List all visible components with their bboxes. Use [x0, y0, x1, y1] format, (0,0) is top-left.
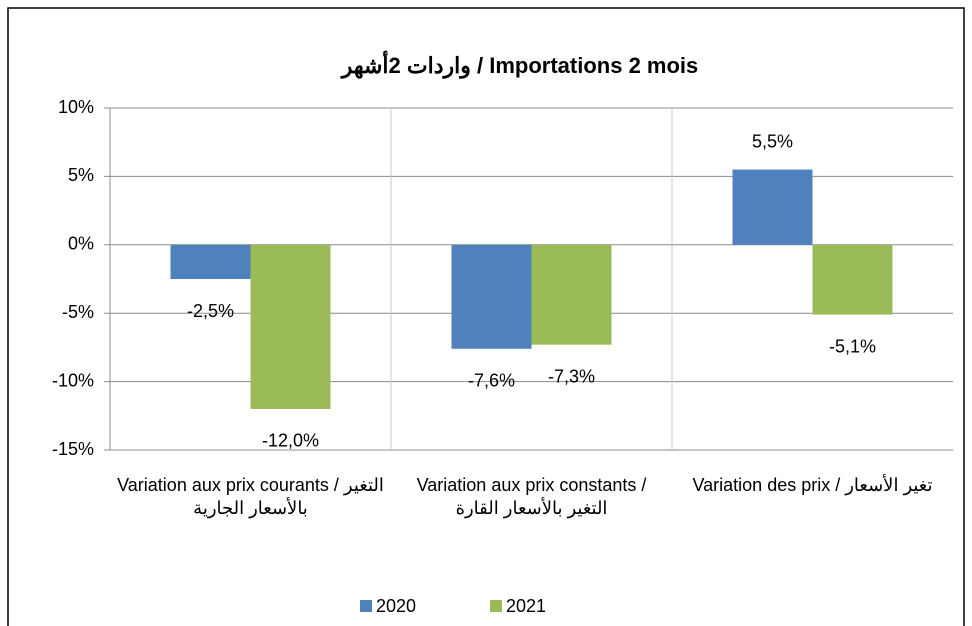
x-tick-label: Variation aux prix courants / التغير بال… [117, 475, 384, 518]
data-label: -7,6% [468, 371, 515, 391]
legend-swatch [360, 600, 372, 612]
bar [250, 244, 331, 409]
chart-title: واردات 2أشهر / Importations 2 mois [340, 50, 699, 79]
bar [732, 169, 813, 245]
y-tick-label: -10% [52, 370, 94, 390]
y-tick-label: 0% [68, 234, 94, 254]
bar [451, 244, 532, 349]
x-tick-label: Variation aux prix constants / التغير با… [416, 475, 647, 518]
y-tick-label: -15% [52, 439, 94, 459]
x-tick-label: Variation des prix / تغير الأسعار [692, 475, 933, 495]
data-label: -5,1% [829, 336, 876, 356]
data-label: -7,3% [548, 366, 595, 386]
data-label: 5,5% [752, 131, 793, 151]
y-tick-label: 5% [68, 165, 94, 185]
y-tick-label: 10% [58, 97, 94, 117]
chart-border [7, 7, 965, 626]
legend-label: 2020 [376, 596, 416, 616]
y-tick-label: -5% [62, 302, 94, 322]
data-label: -2,5% [187, 301, 234, 321]
bar [170, 244, 251, 279]
data-label: -12,0% [262, 431, 319, 451]
legend-label: 2021 [506, 596, 546, 616]
bar [531, 244, 612, 345]
bar [812, 244, 893, 315]
legend-swatch [490, 600, 502, 612]
